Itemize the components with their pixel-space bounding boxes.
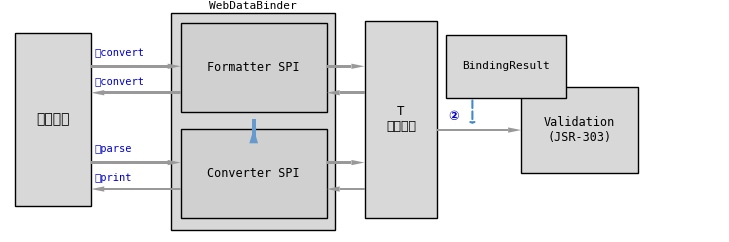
Polygon shape — [249, 129, 258, 143]
Text: WebDataBinder: WebDataBinder — [209, 1, 297, 11]
FancyBboxPatch shape — [521, 87, 638, 173]
FancyBboxPatch shape — [15, 33, 91, 206]
Polygon shape — [508, 128, 521, 133]
Text: Converter SPI: Converter SPI — [207, 167, 300, 180]
Polygon shape — [351, 64, 364, 69]
FancyBboxPatch shape — [364, 21, 437, 218]
FancyBboxPatch shape — [171, 13, 335, 230]
Text: Validation
(JSR-303): Validation (JSR-303) — [544, 116, 615, 144]
Text: ③convert: ③convert — [95, 77, 145, 87]
Bar — [104, 188, 181, 190]
Bar — [437, 129, 508, 131]
Text: ②: ② — [448, 110, 459, 123]
Bar — [327, 65, 351, 68]
Bar — [327, 161, 351, 164]
Bar — [252, 119, 256, 143]
Bar — [340, 188, 364, 190]
Polygon shape — [91, 90, 104, 95]
Text: Formatter SPI: Formatter SPI — [207, 61, 300, 74]
Bar — [91, 161, 168, 164]
FancyBboxPatch shape — [181, 23, 327, 112]
Polygon shape — [91, 186, 104, 192]
Bar — [91, 65, 168, 68]
Polygon shape — [327, 90, 340, 95]
Polygon shape — [168, 160, 181, 165]
Bar — [104, 91, 181, 94]
Text: T
模型对象: T 模型对象 — [386, 105, 416, 133]
Text: ③print: ③print — [95, 173, 132, 183]
FancyBboxPatch shape — [181, 129, 327, 218]
Text: ①convert: ①convert — [95, 48, 145, 58]
Polygon shape — [327, 186, 340, 192]
Text: BindingResult: BindingResult — [462, 61, 550, 71]
Text: ①parse: ①parse — [95, 144, 132, 154]
Polygon shape — [168, 64, 181, 69]
FancyBboxPatch shape — [446, 35, 566, 98]
Bar — [340, 91, 364, 94]
Polygon shape — [351, 160, 364, 165]
Text: 表单数据: 表单数据 — [36, 112, 69, 126]
